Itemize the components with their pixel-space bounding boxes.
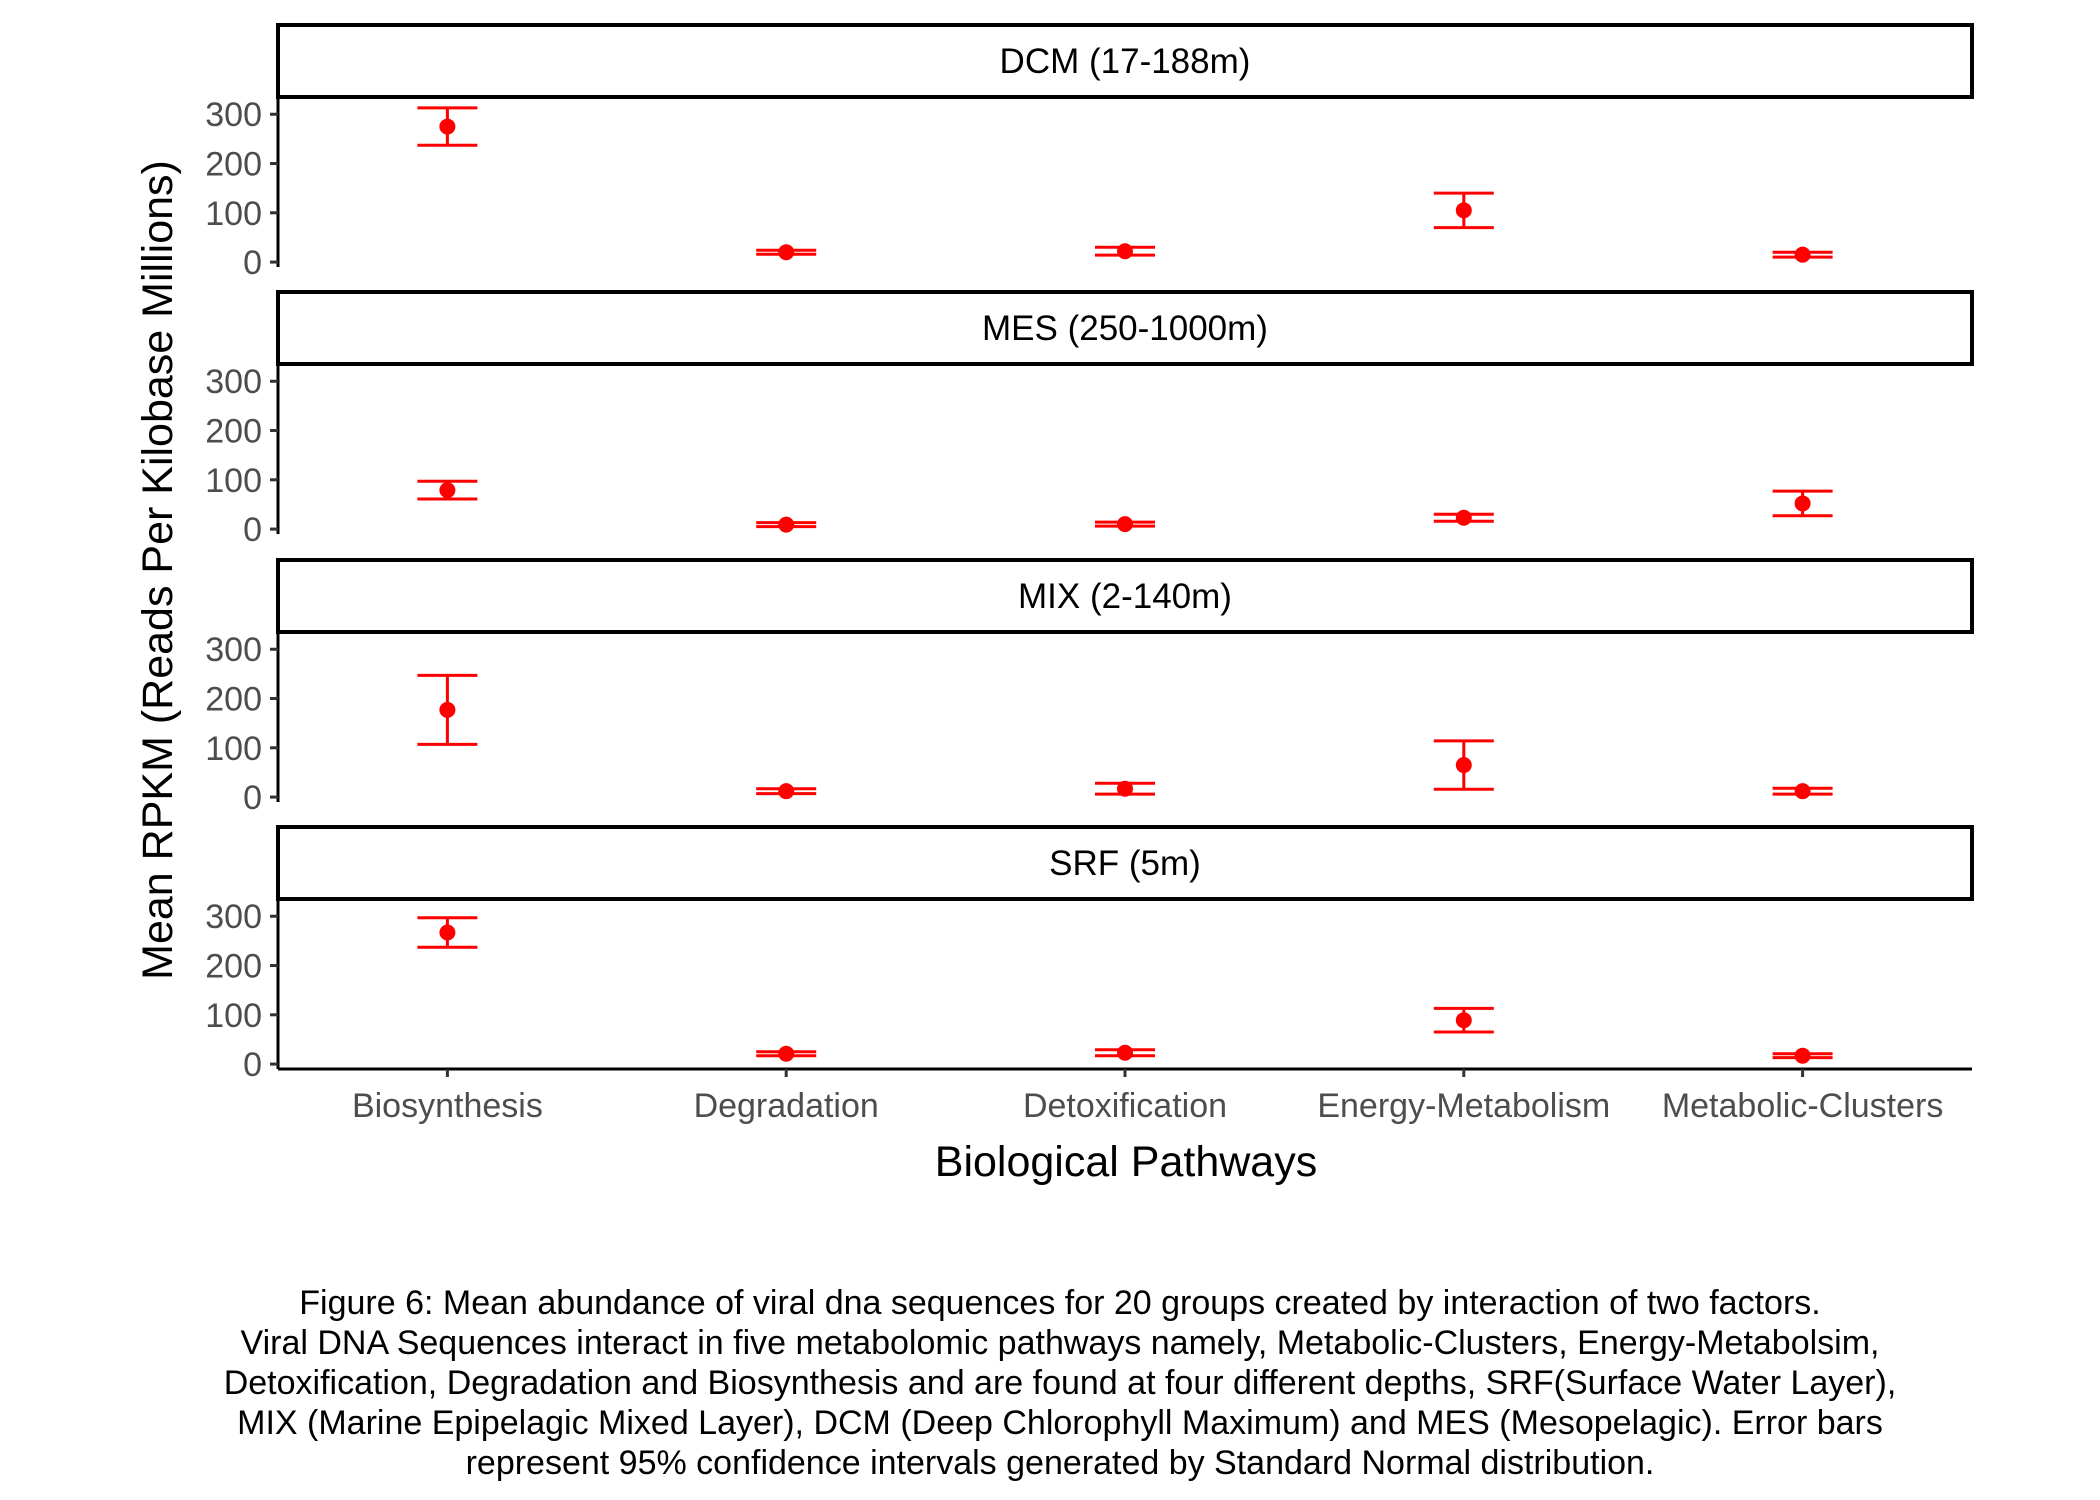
facet-strip <box>276 558 1974 634</box>
mean-point <box>1794 246 1811 263</box>
y-tick-label: 100 <box>205 462 262 500</box>
facet-strip <box>276 290 1974 366</box>
mean-point <box>778 244 795 261</box>
x-tick-label: Metabolic-Clusters <box>1662 1087 1944 1125</box>
facet-strip-label: MES (250-1000m) <box>982 309 1268 348</box>
mean-point <box>1117 1044 1133 1061</box>
facet-panel: MES (250-1000m) 0 100 200 300 <box>205 290 1974 549</box>
mean-point <box>1455 757 1472 774</box>
mean-point <box>778 516 795 533</box>
caption-line: represent 95% confidence intervals gener… <box>465 1444 1655 1482</box>
x-tick-label: Energy-Metabolism <box>1317 1087 1610 1125</box>
x-axis-title: Biological Pathways <box>935 1138 1317 1186</box>
y-tick-label: 0 <box>243 244 262 282</box>
mean-point <box>1117 516 1133 533</box>
y-tick-label: 0 <box>243 1046 262 1084</box>
y-tick-label: 200 <box>205 948 262 986</box>
mean-point <box>778 783 795 800</box>
mean-point <box>1794 1047 1811 1064</box>
mean-point <box>1117 780 1133 797</box>
facet-panel: SRF (5m) 0 100 200 300 <box>205 825 1974 1084</box>
facet-panel: DCM (17-188m) 0 100 200 300 <box>205 23 1974 282</box>
y-tick-label: 300 <box>205 96 262 134</box>
mean-point <box>439 701 456 718</box>
facet-strip-label: MIX (2-140m) <box>1018 577 1232 616</box>
x-axis: Biosynthesis Degradation Detoxification Ene… <box>352 1069 1943 1125</box>
y-axis-title: Mean RPKM (Reads Per Kilobase Millions) <box>134 160 182 980</box>
mean-point <box>778 1045 795 1062</box>
mean-point <box>1117 243 1133 260</box>
facet-panel: MIX (2-140m) 0 100 200 300 <box>205 558 1974 817</box>
facet-panels: DCM (17-188m) 0 100 200 300 MES (250-1000m) 0 1… <box>205 23 1974 1084</box>
caption-line: Figure 6: Mean abundance of viral dna se… <box>299 1284 1821 1322</box>
y-tick-label: 200 <box>205 146 262 184</box>
facet-strip <box>276 23 1974 99</box>
facet-strip-label: SRF (5m) <box>1049 844 1201 883</box>
y-tick-label: 300 <box>205 363 262 401</box>
y-tick-label: 0 <box>243 779 262 817</box>
mean-point <box>439 924 456 941</box>
y-tick-label: 300 <box>205 898 262 936</box>
x-tick-label: Biosynthesis <box>352 1087 543 1125</box>
mean-point <box>1794 495 1811 512</box>
x-tick-label: Detoxification <box>1023 1087 1227 1125</box>
mean-point <box>439 118 456 135</box>
y-tick-label: 200 <box>205 681 262 719</box>
caption-line: Viral DNA Sequences interact in five met… <box>240 1324 1880 1362</box>
mean-point <box>1455 202 1472 219</box>
mean-point <box>439 482 456 499</box>
y-tick-label: 100 <box>205 730 262 768</box>
mean-point <box>1794 783 1811 800</box>
mean-point <box>1455 1012 1472 1029</box>
y-tick-label: 100 <box>205 997 262 1035</box>
caption-line: Detoxification, Degradation and Biosynth… <box>223 1364 1897 1402</box>
facet-strip-label: DCM (17-188m) <box>1000 42 1251 81</box>
y-tick-label: 0 <box>243 511 262 549</box>
figure-caption: Figure 6: Mean abundance of viral dna se… <box>120 1283 2000 1483</box>
facet-strip <box>276 825 1974 901</box>
x-tick-label: Degradation <box>694 1087 879 1125</box>
y-tick-label: 300 <box>205 631 262 669</box>
y-tick-label: 100 <box>205 195 262 233</box>
caption-line: MIX (Marine Epipelagic Mixed Layer), DCM… <box>237 1404 1883 1442</box>
y-tick-label: 200 <box>205 413 262 451</box>
mean-point <box>1455 509 1472 526</box>
